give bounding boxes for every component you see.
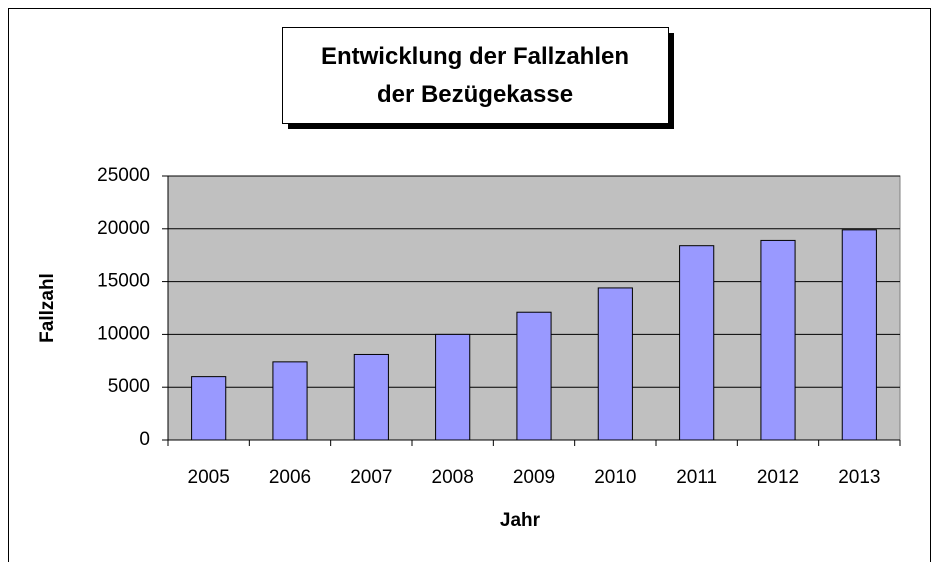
x-tick-label: 2005 xyxy=(188,467,230,488)
title-box xyxy=(282,27,669,124)
bar xyxy=(679,245,715,441)
x-tick-label: 2006 xyxy=(269,467,311,488)
bar xyxy=(272,361,308,441)
y-tick-label: 15000 xyxy=(97,271,150,292)
bar xyxy=(191,376,227,441)
bar xyxy=(435,333,471,441)
x-tick-label: 2012 xyxy=(757,467,799,488)
y-tick-label: 20000 xyxy=(97,218,150,239)
x-axis-label: Jahr xyxy=(500,510,541,531)
x-tick-label: 2013 xyxy=(838,467,880,488)
y-tick-label: 0 xyxy=(139,429,150,450)
chart-title: Entwicklung der Fallzahlen der Bezügekass… xyxy=(321,43,629,108)
x-tick-label: 2010 xyxy=(594,467,636,488)
x-tick-label: 2008 xyxy=(432,467,474,488)
x-tick-label: 2007 xyxy=(350,467,392,488)
y-tick-label: 5000 xyxy=(108,376,150,397)
y-tick-label: 25000 xyxy=(97,165,150,186)
bar xyxy=(760,239,796,441)
bar xyxy=(841,229,877,441)
y-axis-label: Fallzahl xyxy=(37,273,58,343)
bar xyxy=(516,311,552,441)
x-tick-label: 2011 xyxy=(676,467,717,488)
bar xyxy=(353,353,389,441)
bar xyxy=(597,287,633,441)
x-tick-label: 2009 xyxy=(513,467,555,488)
y-tick-label: 10000 xyxy=(97,323,150,344)
